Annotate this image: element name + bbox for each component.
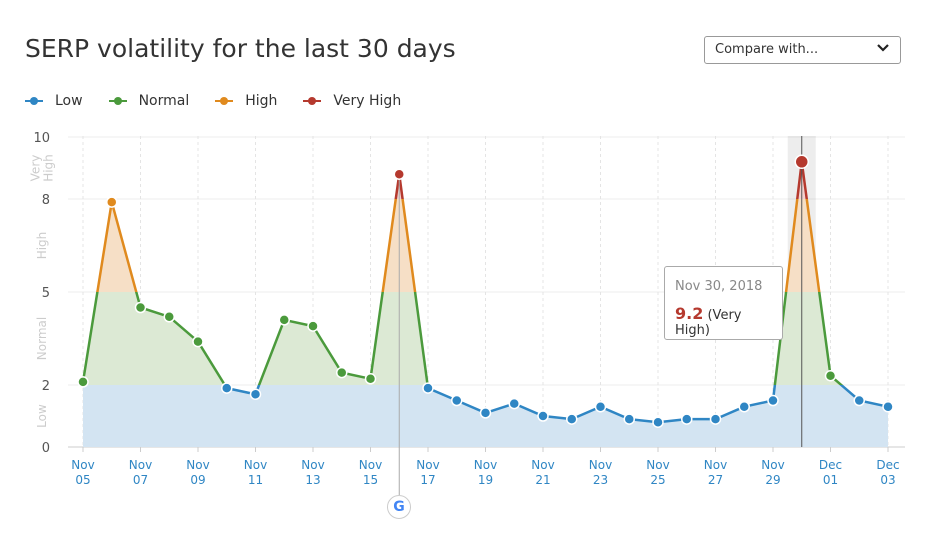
data-point: [393, 168, 405, 180]
data-point: [824, 369, 837, 382]
x-tick-label: Nov: [416, 458, 439, 472]
data-point: [422, 382, 434, 394]
data-point: [307, 320, 319, 332]
legend-item-normal[interactable]: Normal: [108, 93, 190, 109]
data-point: [566, 413, 578, 425]
x-tick-label: 15: [363, 473, 378, 487]
data-point: [106, 196, 118, 208]
data-point: [163, 311, 175, 323]
data-point: [681, 413, 693, 425]
data-point: [77, 376, 89, 388]
x-tick-label: 03: [880, 473, 895, 487]
band-label-text: Very: [29, 155, 43, 182]
x-tick-label: Nov: [646, 458, 669, 472]
google-icon[interactable]: G: [387, 495, 411, 519]
data-point: [479, 407, 492, 419]
y-tick-label: 5: [42, 286, 50, 301]
legend-label: Very High: [333, 93, 402, 109]
legend-label: Low: [55, 93, 83, 109]
y-tick-label: 0: [42, 441, 50, 456]
x-tick-label: Nov: [761, 458, 784, 472]
x-tick-label: Nov: [244, 458, 267, 472]
data-point: [134, 301, 147, 314]
x-tick-label: 07: [133, 473, 148, 487]
y-tick-label: 8: [42, 193, 50, 208]
band-label: Very High: [29, 154, 56, 182]
legend-item-low[interactable]: Low: [25, 93, 83, 109]
tooltip: Nov 30, 2018 9.2 (Very High): [664, 266, 783, 340]
data-point: [451, 394, 463, 407]
x-tick-label: 13: [305, 473, 320, 487]
x-tick-label: 29: [765, 473, 780, 487]
data-point: [221, 382, 233, 394]
band-label-text: Low: [35, 404, 49, 428]
x-tick-label: 05: [75, 473, 90, 487]
band-label-text: High: [35, 232, 49, 260]
y-tick-label: 2: [42, 379, 50, 394]
data-point: [882, 400, 894, 413]
x-tick-label: Nov: [531, 458, 554, 472]
x-tick-label: 25: [650, 473, 665, 487]
x-tick-label: 09: [190, 473, 205, 487]
x-tick-label: 17: [420, 473, 435, 487]
x-tick-label: 21: [535, 473, 550, 487]
x-tick-label: Nov: [589, 458, 612, 472]
band-label: Low: [35, 404, 49, 428]
x-tick-label: Nov: [301, 458, 324, 472]
x-tick-label: Dec: [876, 458, 899, 472]
data-point: [623, 413, 635, 425]
tooltip-level: (Very High): [675, 308, 742, 338]
data-point: [794, 154, 809, 170]
compare-with-dropdown[interactable]: Compare with...: [704, 36, 901, 64]
legend-marker-icon: [303, 97, 322, 105]
x-tick-label: 11: [248, 473, 263, 487]
series-line-normal: [81, 292, 844, 385]
data-point: [192, 335, 204, 348]
chevron-down-icon: [876, 41, 890, 59]
band-label: High: [35, 232, 49, 260]
data-point: [709, 413, 722, 425]
legend: Low Normal High Very High: [25, 93, 427, 109]
data-point: [336, 366, 348, 379]
band-label-text: Normal: [35, 317, 49, 360]
tooltip-date: Nov 30, 2018: [675, 279, 763, 294]
x-tick-label: Nov: [359, 458, 382, 472]
x-tick-label: Nov: [704, 458, 727, 472]
page-title: SERP volatility for the last 30 days: [25, 34, 456, 63]
data-point: [594, 400, 607, 413]
data-point: [738, 400, 750, 413]
legend-label: High: [245, 93, 278, 109]
x-tick-label: Nov: [71, 458, 94, 472]
data-point: [767, 394, 779, 407]
compare-with-label: Compare with...: [715, 42, 819, 57]
legend-marker-icon: [108, 97, 127, 105]
x-tick-label: Nov: [129, 458, 152, 472]
data-point: [508, 397, 520, 410]
legend-label: Normal: [138, 93, 190, 109]
x-tick-label: 23: [593, 473, 608, 487]
data-point: [853, 394, 865, 407]
legend-item-very-high[interactable]: Very High: [303, 93, 401, 109]
data-point: [278, 314, 290, 326]
band-label: Normal: [35, 317, 49, 360]
legend-marker-icon: [25, 97, 43, 105]
legend-marker-icon: [215, 97, 234, 105]
band-label-text: High: [42, 154, 56, 182]
data-point: [652, 416, 664, 428]
x-tick-label: Dec: [819, 458, 842, 472]
y-tick-label: 10: [33, 131, 50, 146]
x-tick-label: 01: [823, 473, 838, 487]
data-point: [364, 373, 377, 385]
x-tick-label: Nov: [474, 458, 497, 472]
data-point: [249, 388, 262, 401]
area-normal: [83, 292, 842, 385]
data-point: [537, 410, 549, 422]
x-tick-label: 19: [478, 473, 493, 487]
x-tick-label: 27: [708, 473, 723, 487]
legend-item-high[interactable]: High: [215, 93, 277, 109]
tooltip-value: 9.2: [675, 304, 704, 323]
x-tick-label: Nov: [186, 458, 209, 472]
